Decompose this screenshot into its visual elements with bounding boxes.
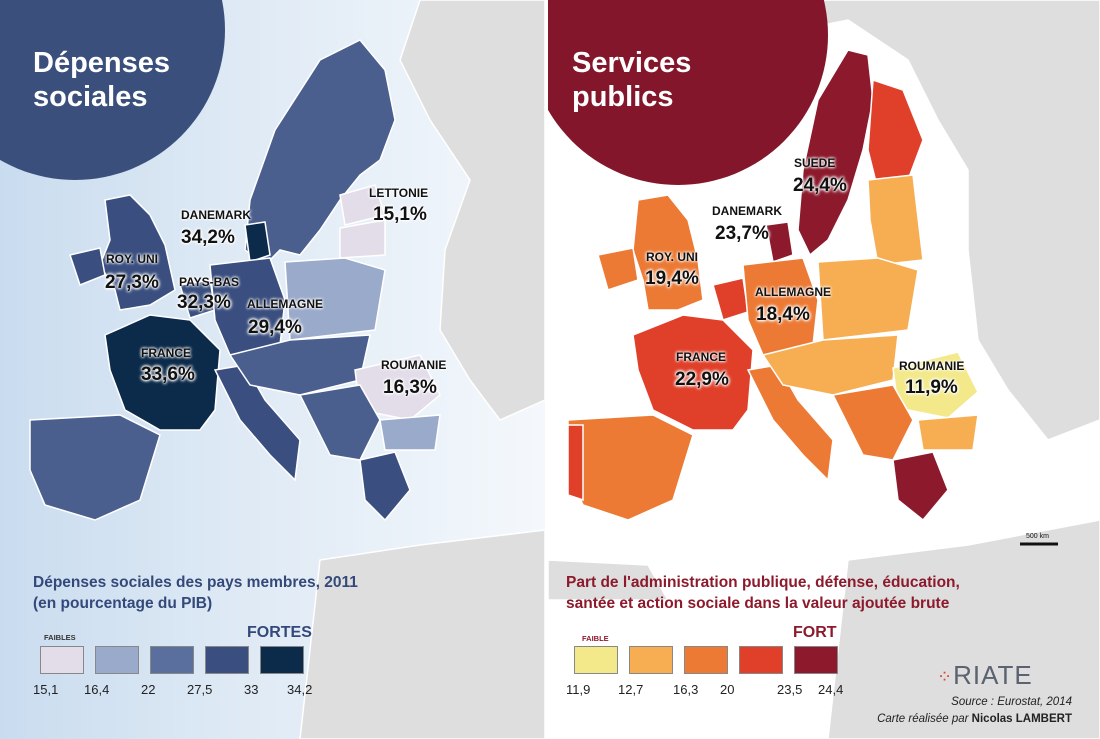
source-text: Source : Eurostat, 2014 bbox=[951, 696, 1072, 708]
france-shape bbox=[632, 314, 754, 431]
break-left-4: 33 bbox=[244, 682, 259, 697]
eu-countries bbox=[29, 39, 441, 522]
social-spending-map-panel: Dépenses sociales bbox=[0, 0, 545, 739]
label-france: FRANCE bbox=[141, 346, 191, 360]
label-suede: SUEDE bbox=[794, 156, 836, 170]
legend-swatch-left-2 bbox=[150, 646, 194, 674]
lithuania-shape bbox=[339, 219, 386, 259]
legend-swatch-right-3 bbox=[739, 646, 783, 674]
label-france: FRANCE bbox=[676, 350, 726, 364]
uk-shape bbox=[99, 194, 176, 311]
legend-low-left: FAIBLES bbox=[44, 633, 76, 642]
social-spending-map bbox=[29, 0, 545, 739]
break-left-0: 15,1 bbox=[33, 682, 59, 697]
value-roy-uni: 27,3% bbox=[105, 272, 159, 293]
latvia-shape bbox=[339, 184, 386, 226]
legend-swatch-left-4 bbox=[260, 646, 304, 674]
value-roumanie: 16,3% bbox=[383, 377, 437, 398]
label-roy-uni: ROY. UNI bbox=[106, 252, 159, 266]
iberia-shape bbox=[567, 414, 694, 521]
label-roumanie: ROUMANIE bbox=[899, 359, 965, 373]
value-allemagne: 18,4% bbox=[756, 304, 810, 325]
denmark-shape bbox=[765, 221, 794, 263]
balkans-shape bbox=[298, 384, 381, 461]
value-france: 33,6% bbox=[141, 364, 195, 385]
bulgaria-shape bbox=[917, 414, 979, 451]
greece-shape bbox=[892, 451, 949, 522]
bulgaria-shape bbox=[379, 414, 441, 451]
legend-swatch-left-3 bbox=[205, 646, 249, 674]
finland-shape bbox=[867, 78, 924, 191]
scandinavia-shape bbox=[244, 39, 396, 266]
scale-bar-label: 500 km bbox=[1026, 533, 1049, 540]
value-suede: 24,4% bbox=[793, 175, 847, 196]
legend-title-right: Part de l'administration publique, défen… bbox=[566, 574, 960, 612]
value-pays-bas: 32,3% bbox=[177, 292, 231, 313]
central-europe-shape bbox=[761, 334, 899, 396]
legend-swatch-right-4 bbox=[794, 646, 838, 674]
label-pays-bas: PAYS-BAS bbox=[179, 275, 240, 289]
map-title: Services publics bbox=[572, 47, 692, 113]
eu-countries bbox=[567, 49, 979, 522]
legend-low-right: FAIBLE bbox=[582, 634, 609, 643]
legend-swatch-right-1 bbox=[629, 646, 673, 674]
break-left-5: 34,2 bbox=[287, 682, 313, 697]
break-left-1: 16,4 bbox=[84, 682, 110, 697]
break-right-1: 12,7 bbox=[618, 682, 644, 697]
benelux-shape bbox=[712, 277, 749, 321]
author-name: Nicolas LAMBERT bbox=[971, 713, 1072, 725]
legend-high-right: FORT bbox=[793, 624, 837, 641]
label-roumanie: ROUMANIE bbox=[381, 358, 447, 372]
ireland-shape bbox=[597, 247, 639, 291]
greece-shape bbox=[359, 451, 411, 522]
label-danemark: DANEMARK bbox=[712, 204, 782, 218]
break-right-3: 20 bbox=[720, 682, 735, 697]
public-services-map bbox=[548, 0, 1100, 739]
break-right-4: 23,5 bbox=[777, 682, 803, 697]
legend-swatch-left-0 bbox=[40, 646, 84, 674]
author-credit: Carte réalisée par Nicolas LAMBERT bbox=[877, 713, 1072, 725]
break-left-3: 27,5 bbox=[187, 682, 213, 697]
label-allemagne: ALLEMAGNE bbox=[755, 285, 831, 299]
value-roy-uni: 19,4% bbox=[645, 268, 699, 289]
ireland-shape bbox=[69, 247, 106, 286]
value-lettonie: 15,1% bbox=[373, 204, 427, 225]
value-danemark: 34,2% bbox=[181, 227, 235, 248]
baltics-shape bbox=[867, 174, 924, 266]
break-left-2: 22 bbox=[141, 682, 156, 697]
poland-shape bbox=[817, 257, 919, 341]
france-shape bbox=[104, 314, 221, 431]
label-lettonie: LETTONIE bbox=[369, 186, 429, 200]
background-land bbox=[299, 0, 545, 739]
value-allemagne: 29,4% bbox=[248, 317, 302, 338]
legend-swatch-right-2 bbox=[684, 646, 728, 674]
label-roy-uni: ROY. UNI bbox=[646, 250, 699, 264]
panel-divider bbox=[545, 0, 548, 739]
background-land bbox=[548, 0, 1100, 739]
legend-high-left: FORTES bbox=[247, 624, 312, 641]
legend-swatch-left-1 bbox=[95, 646, 139, 674]
value-france: 22,9% bbox=[675, 369, 729, 390]
portugal-shape bbox=[567, 424, 584, 502]
denmark-shape bbox=[244, 221, 271, 264]
value-danemark: 23,7% bbox=[715, 223, 769, 244]
poland-shape bbox=[284, 257, 386, 341]
legend-swatch-right-0 bbox=[574, 646, 618, 674]
riate-logo: ⁘RIATE bbox=[937, 660, 1033, 690]
logo-dots-icon: ⁘ bbox=[937, 666, 954, 687]
balkans-shape bbox=[831, 384, 914, 461]
label-danemark: DANEMARK bbox=[181, 208, 251, 222]
value-roumanie: 11,9% bbox=[905, 377, 958, 398]
label-allemagne: ALLEMAGNE bbox=[247, 297, 323, 311]
iberia-shape bbox=[29, 414, 161, 521]
map-title: Dépenses sociales bbox=[33, 47, 171, 113]
break-right-0: 11,9 bbox=[566, 682, 591, 697]
break-right-2: 16,3 bbox=[673, 682, 699, 697]
uk-shape bbox=[632, 194, 704, 311]
legend-title-left: Dépenses sociales des pays membres, 2011… bbox=[33, 574, 358, 612]
break-right-5: 24,4 bbox=[818, 682, 844, 697]
public-services-map-panel: Services publics 500 km bbox=[548, 0, 1100, 739]
